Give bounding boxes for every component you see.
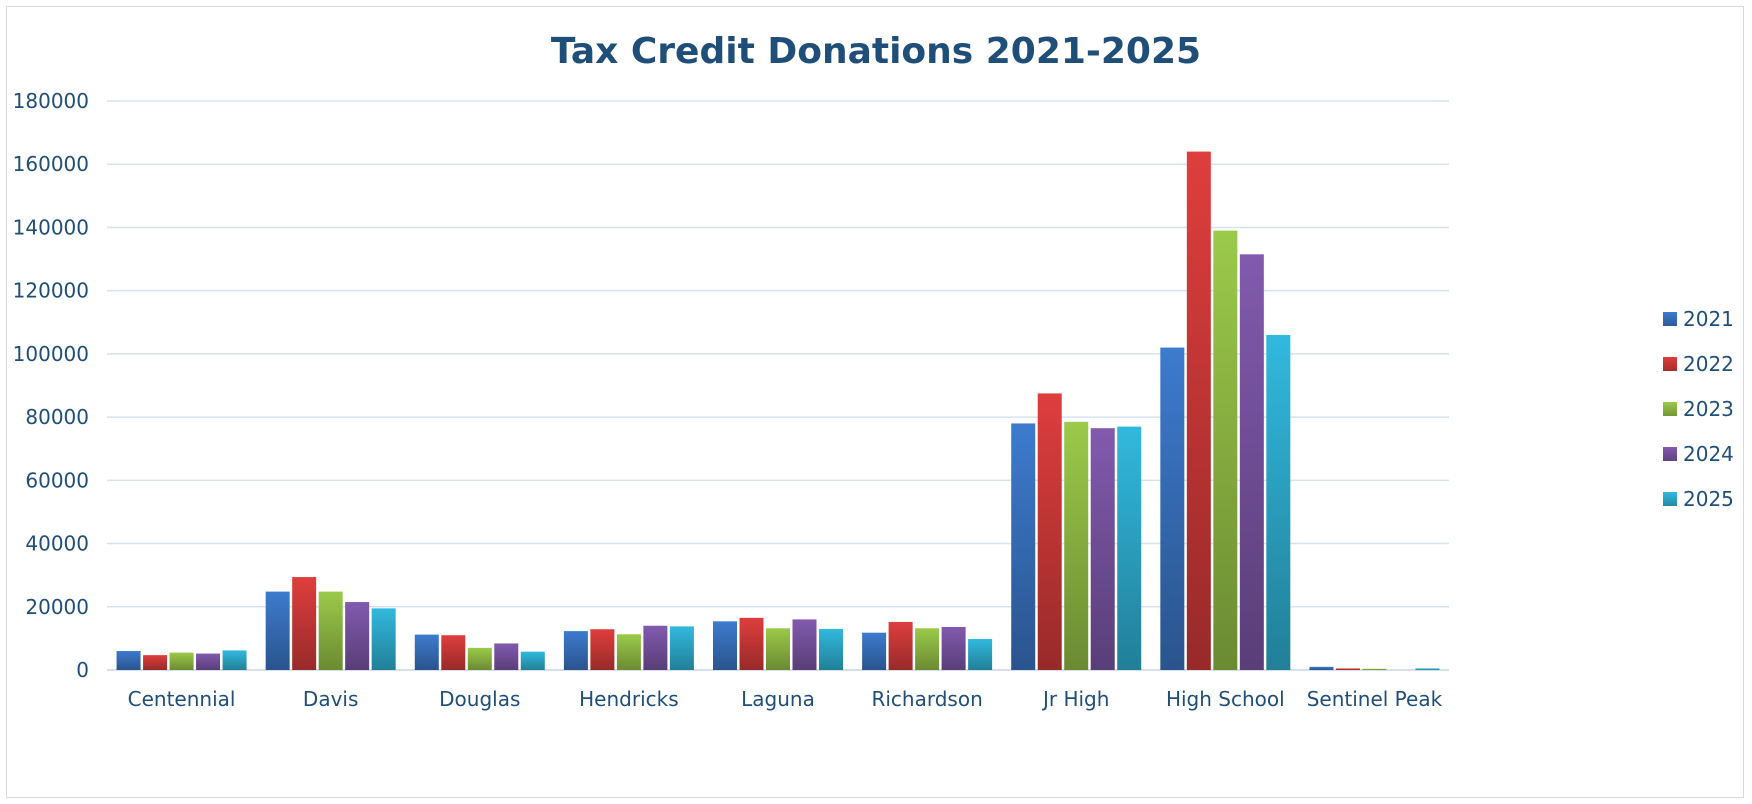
legend-item-2023: 2023: [1663, 397, 1734, 421]
chart-title: Tax Credit Donations 2021-2025: [551, 31, 1201, 72]
bar-centennial-2022: [143, 655, 168, 670]
legend-label: 2022: [1683, 352, 1734, 376]
bars: [116, 151, 1440, 671]
x-category-label: Hendricks: [579, 687, 679, 711]
legend-swatch: [1663, 492, 1677, 506]
y-tick-label: 20000: [25, 595, 89, 619]
x-axis-categories: Centennial Davis Douglas Hendricks Laguna Ric…: [128, 687, 1443, 711]
legend-swatch: [1663, 312, 1677, 326]
legend-item-2021: 2021: [1663, 307, 1734, 331]
y-tick-label: 160000: [13, 152, 89, 176]
x-category-label: High School: [1166, 687, 1285, 711]
y-tick-label: 60000: [25, 468, 89, 492]
bar-laguna-2021: [713, 621, 737, 670]
legend-label: 2021: [1683, 307, 1734, 331]
bar-jr-high-2024: [1090, 428, 1115, 670]
bar-centennial-2021: [116, 651, 141, 670]
y-tick-label: 140000: [13, 215, 89, 239]
legend: 2021 2022 2023 2024 2025: [1663, 307, 1734, 511]
bar-centennial-2023: [169, 652, 194, 670]
bar-sentinel-peak-2022: [1335, 668, 1360, 670]
legend-swatch: [1663, 357, 1677, 371]
bar-sentinel-peak-2025: [1415, 668, 1440, 670]
bar-hendricks-2024: [643, 625, 668, 670]
bar-hendricks-2022: [590, 629, 615, 670]
bar-sentinel-peak-2023: [1362, 668, 1387, 670]
bar-davis-2021: [265, 591, 290, 670]
legend-label: 2024: [1683, 442, 1734, 466]
x-category-label: Douglas: [439, 687, 520, 711]
bar-douglas-2022: [441, 635, 466, 670]
legend-swatch: [1663, 402, 1677, 416]
bar-laguna-2024: [792, 619, 817, 670]
x-category-label: Laguna: [741, 687, 815, 711]
bar-chart: Tax Credit Donations 2021-2025 0 20000 400…: [13, 31, 1734, 711]
bar-richardson-2023: [915, 628, 940, 670]
bar-jr-high-2025: [1117, 426, 1142, 670]
bar-richardson-2025: [968, 639, 993, 670]
bar-hendricks-2025: [669, 626, 694, 670]
bar-high-school-2024: [1239, 254, 1264, 670]
bar-sentinel-peak-2021: [1309, 666, 1334, 670]
bar-hendricks-2023: [616, 634, 641, 670]
legend-item-2022: 2022: [1663, 352, 1734, 376]
bar-jr-high-2021: [1011, 423, 1036, 670]
bar-davis-2024: [345, 602, 370, 670]
bar-davis-2025: [371, 608, 396, 670]
x-category-label: Centennial: [128, 687, 236, 711]
bar-jr-high-2022: [1037, 393, 1062, 670]
bar-high-school-2025: [1266, 334, 1291, 670]
bar-hendricks-2021: [563, 631, 588, 670]
x-category-label: Davis: [303, 687, 358, 711]
bar-douglas-2024: [494, 643, 519, 670]
legend-item-2025: 2025: [1663, 487, 1734, 511]
y-tick-label: 100000: [13, 342, 89, 366]
bar-davis-2023: [318, 591, 343, 670]
x-category-label: Richardson: [871, 687, 982, 711]
bar-richardson-2024: [941, 627, 966, 670]
bar-douglas-2023: [467, 647, 492, 670]
y-axis-ticks: 0 20000 40000 60000 80000 100000 120000 140000 1…: [13, 89, 89, 682]
x-category-label: Sentinel Peak: [1307, 687, 1443, 711]
bar-laguna-2023: [766, 628, 790, 670]
chart-frame: Tax Credit Donations 2021-2025 0 20000 400…: [6, 6, 1744, 798]
bar-laguna-2022: [739, 617, 764, 670]
y-tick-label: 180000: [13, 89, 89, 113]
x-category-label: Jr High: [1041, 687, 1109, 711]
bar-richardson-2021: [862, 632, 887, 670]
y-tick-label: 120000: [13, 279, 89, 303]
legend-label: 2023: [1683, 397, 1734, 421]
legend-item-2024: 2024: [1663, 442, 1734, 466]
bar-laguna-2025: [819, 628, 843, 670]
legend-label: 2025: [1683, 487, 1734, 511]
bar-high-school-2022: [1186, 151, 1211, 670]
y-tick-label: 40000: [25, 532, 89, 556]
bar-high-school-2023: [1213, 230, 1238, 671]
legend-swatch: [1663, 447, 1677, 461]
bar-jr-high-2023: [1064, 421, 1089, 670]
bar-davis-2022: [292, 577, 317, 670]
bar-centennial-2024: [196, 653, 221, 670]
bar-douglas-2025: [520, 651, 545, 670]
bar-douglas-2021: [414, 634, 439, 670]
bar-high-school-2021: [1160, 347, 1185, 670]
y-tick-label: 0: [76, 658, 89, 682]
y-tick-label: 80000: [25, 405, 89, 429]
bar-richardson-2022: [888, 621, 913, 670]
bar-centennial-2025: [222, 650, 247, 670]
